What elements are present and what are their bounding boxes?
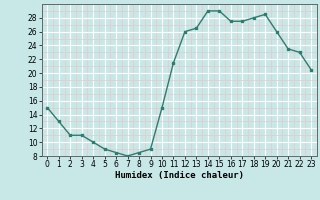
X-axis label: Humidex (Indice chaleur): Humidex (Indice chaleur) [115,171,244,180]
